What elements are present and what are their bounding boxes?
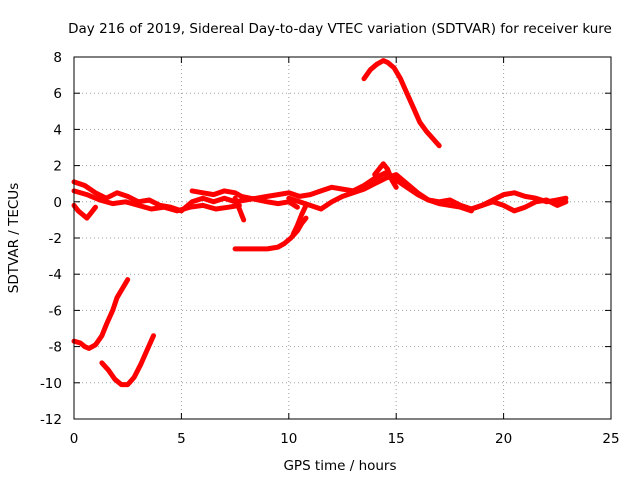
axis-ticks [73,56,612,420]
x-axis-label: GPS time / hours [283,458,396,474]
data-series [71,58,569,388]
series-satellite-track-9 [361,58,442,149]
series-satellite-track-11 [232,195,247,223]
y-tick-label: -4 [49,267,62,283]
series-satellite-track-10 [232,215,309,252]
x-tick-label: 15 [388,431,405,447]
y-tick-labels: -12 -10 -8 -6 -4 -2 0 2 4 6 8 [40,50,62,428]
x-tick-labels: 0 5 10 15 20 25 [70,431,620,447]
y-tick-label: 6 [53,86,62,102]
series-satellite-track-3 [71,202,98,221]
y-tick-label: 2 [53,159,62,175]
y-tick-label: 8 [53,50,62,66]
x-tick-label: 0 [70,431,79,447]
series-satellite-track-13 [372,161,399,190]
y-tick-label: -6 [49,303,62,319]
y-tick-label: 0 [53,195,62,211]
y-tick-label: -8 [49,340,62,356]
y-axis-label: SDTVAR / TECUs [6,183,22,293]
x-tick-label: 25 [602,431,619,447]
x-tick-label: 5 [177,431,186,447]
series-satellite-track-8 [468,197,569,214]
series-satellite-track-1 [71,277,131,351]
series-satellite-track-6 [189,188,300,210]
x-tick-label: 10 [280,431,297,447]
x-tick-label: 20 [495,431,512,447]
series-satellite-track-2 [99,333,156,388]
y-tick-label: 4 [53,122,62,138]
y-tick-label: -10 [40,376,62,392]
series-satellite-track-7 [286,172,474,214]
chart-title: Day 216 of 2019, Sidereal Day-to-day VTE… [68,21,612,37]
y-tick-label: -12 [40,412,62,428]
series-satellite-track-12 [290,202,309,237]
y-tick-label: -2 [49,231,62,247]
series-satellite-track-5 [71,188,242,214]
